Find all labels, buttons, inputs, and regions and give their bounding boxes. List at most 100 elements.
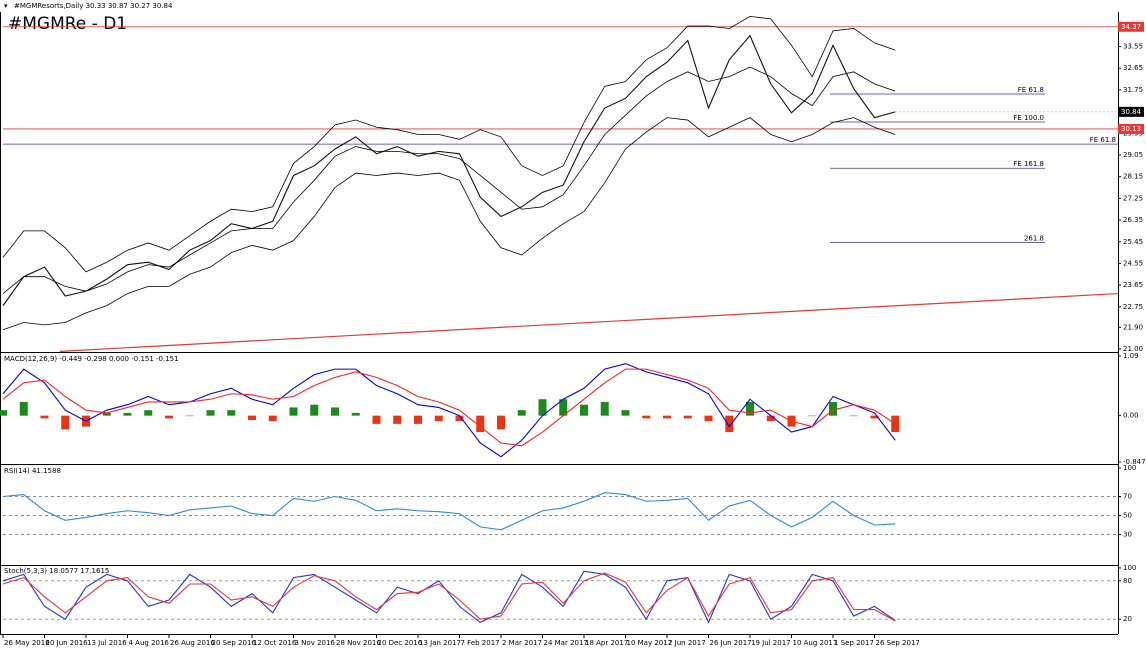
histogram-bar <box>663 415 671 419</box>
y-tick-label: 100 <box>1123 564 1136 572</box>
x-tick-label: 3 Nov 2016 <box>295 639 336 647</box>
histogram-bar <box>144 410 153 416</box>
histogram-bar <box>849 415 858 417</box>
histogram-bar <box>683 415 692 419</box>
indicator-line <box>2 492 896 531</box>
indicator-line <box>2 368 896 447</box>
pane-borders <box>0 12 1119 635</box>
y-tick-label: 70 <box>1123 493 1132 501</box>
y-tick-label: 32.65 <box>1123 64 1143 72</box>
histogram-bar <box>372 415 381 424</box>
y-tick-label: 22.75 <box>1123 303 1143 311</box>
x-tick-label: 2 Jun 2017 <box>668 639 706 647</box>
current-price-box <box>1118 106 1144 117</box>
histogram-bar <box>600 401 609 416</box>
histogram-bar <box>559 399 568 416</box>
x-tick-label: 20 Sep 2016 <box>212 639 257 647</box>
price-level-label: 30.13 <box>1121 125 1141 133</box>
x-tick-label: 26 May 2016 <box>4 639 50 647</box>
header: #MGMResorts,Daily 30.33 30.87 30.27 30.8… <box>14 2 173 10</box>
x-tick-label: 26 Jun 2017 <box>710 639 752 647</box>
macd-label: MACD(12,26,9) -0.449 -0.298 0.000 -0.151… <box>4 355 179 363</box>
y-tick-label: 28.15 <box>1123 173 1143 181</box>
y-tick-label: 1.09 <box>1123 352 1139 360</box>
y-tick-label: 31.75 <box>1123 86 1143 94</box>
fibo-label: FE 100.0 <box>1013 114 1044 122</box>
x-tick-label: 26 Aug 2016 <box>170 639 215 647</box>
y-tick-label: 50 <box>1123 512 1132 520</box>
histogram-bar <box>476 415 485 433</box>
y-tick-label: 23.65 <box>1123 281 1143 289</box>
y-tick-label: 100 <box>1123 464 1136 472</box>
x-tick-label: 1 Sep 2017 <box>834 639 874 647</box>
rsi-label: RSI(14) 41.1588 <box>4 467 61 475</box>
stoch-label: Stoch(5,3,3) 18.0577 17.1615 <box>4 567 109 575</box>
histogram-bar <box>40 415 49 419</box>
histogram-bar <box>725 415 734 433</box>
indicator-line <box>2 363 896 458</box>
y-tick-label: 33.55 <box>1123 43 1143 51</box>
indicator-line <box>2 117 896 331</box>
x-tick-label: 20 Jun 2016 <box>46 639 89 647</box>
histogram-bar <box>517 410 526 416</box>
fibo-label: FE 61.8 <box>1018 86 1044 94</box>
histogram-bar <box>289 407 298 416</box>
x-tick-label: 7 Feb 2017 <box>461 639 500 647</box>
histogram-bar <box>19 401 28 416</box>
y-tick-label: 24.55 <box>1123 259 1143 267</box>
x-tick-label: 4 Aug 2016 <box>129 639 170 647</box>
price-level-box <box>1118 21 1144 32</box>
histogram-bar <box>165 415 173 419</box>
y-tick-label: 26.35 <box>1123 216 1143 224</box>
histogram-bar <box>393 415 402 424</box>
y-tick-label: -0.847 <box>1123 458 1146 466</box>
histogram-bar <box>185 415 194 417</box>
chart-title: #MGMRe - D1 <box>8 14 127 34</box>
histogram-bar <box>829 401 837 416</box>
level-label: FE 61.8 <box>1090 136 1116 144</box>
x-tick-label: 20 Dec 2016 <box>378 639 423 647</box>
fibo-label: 261.8 <box>1024 234 1044 242</box>
histogram-bar <box>351 412 360 416</box>
histogram-bar <box>414 415 422 424</box>
histogram-bar <box>870 415 879 419</box>
header-arrow: ▾ <box>4 2 8 10</box>
x-tick-label: 12 Oct 2016 <box>253 639 297 647</box>
trendline <box>59 292 1119 353</box>
histogram-bar <box>310 404 319 416</box>
x-tick-label: 10 May 2017 <box>627 639 673 647</box>
histogram-bar <box>621 410 630 416</box>
y-tick-label: 30 <box>1123 531 1132 539</box>
histogram-bar <box>61 415 70 430</box>
current-price-label: 30.84 <box>1121 108 1142 116</box>
x-tick-label: 13 Jul 2016 <box>87 639 127 647</box>
indicator-line <box>2 15 896 273</box>
x-tick-label: 10 Aug 2017 <box>793 639 838 647</box>
price-line <box>2 34 896 306</box>
histogram-bar <box>206 410 215 416</box>
histogram-bar <box>331 407 339 416</box>
indicator-line <box>2 570 896 624</box>
x-tick-label: 19 Jul 2017 <box>751 639 791 647</box>
y-tick-label: 27.25 <box>1123 194 1143 202</box>
histogram-bar <box>704 415 713 422</box>
indicator-line <box>2 66 896 294</box>
histogram-bar <box>455 415 464 422</box>
indicator-line <box>2 572 896 622</box>
y-tick-label: 29.05 <box>1123 151 1143 159</box>
price-level-box <box>1118 123 1144 134</box>
x-tick-label: 13 Jan 2017 <box>419 639 461 647</box>
histogram-bar <box>248 415 256 421</box>
y-tick-label: 20 <box>1123 615 1132 623</box>
histogram-bar <box>227 410 236 416</box>
histogram-bar <box>808 415 817 417</box>
x-tick-label: 26 Sep 2017 <box>876 639 920 647</box>
histogram-bar <box>102 412 111 416</box>
fibo-label: FE 161.8 <box>1013 160 1044 168</box>
y-tick-label: 0.00 <box>1123 412 1139 420</box>
histogram-bar <box>123 412 132 416</box>
x-tick-label: 2 Mar 2017 <box>502 639 542 647</box>
histogram-bar <box>766 415 775 422</box>
